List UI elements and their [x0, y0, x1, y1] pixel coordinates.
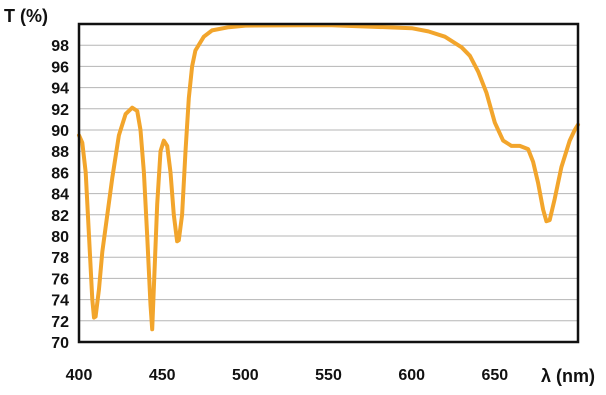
x-axis-title: λ (nm) — [541, 366, 595, 386]
y-tick-label-88: 88 — [51, 144, 69, 161]
y-tick-label-72: 72 — [51, 314, 69, 331]
plot-frame — [77, 22, 580, 344]
plot-border — [77, 22, 580, 344]
y-tick-label-82: 82 — [51, 208, 69, 225]
y-tick-label-80: 80 — [51, 229, 69, 246]
gridlines — [79, 44, 578, 322]
x-tick-labels: 400 450 500 550 600 650 — [66, 367, 509, 384]
series-layer — [77, 23, 580, 332]
y-tick-label-92: 92 — [51, 102, 69, 119]
y-tick-label-78: 78 — [51, 250, 69, 267]
y-axis-title: T (%) — [4, 6, 48, 26]
y-tick-labels: 70 72 74 76 78 80 82 84 86 88 90 92 94 96 98 — [51, 38, 69, 352]
y-tick-label-98: 98 — [51, 38, 69, 55]
y-tick-label-96: 96 — [51, 59, 69, 76]
y-tick-label-94: 94 — [51, 81, 69, 98]
x-tick-label-500: 500 — [232, 367, 259, 384]
x-tick-label-600: 600 — [398, 367, 425, 384]
x-tick-label-650: 650 — [481, 367, 508, 384]
y-tick-label-70: 70 — [51, 335, 69, 352]
x-tick-label-400: 400 — [66, 367, 93, 384]
y-tick-label-84: 84 — [51, 187, 69, 204]
y-tick-label-90: 90 — [51, 123, 69, 140]
y-tick-label-74: 74 — [51, 293, 69, 310]
series-line-0 — [77, 23, 580, 332]
y-tick-label-86: 86 — [51, 165, 69, 182]
x-tick-label-550: 550 — [315, 367, 342, 384]
x-tick-label-450: 450 — [149, 367, 176, 384]
y-tick-label-76: 76 — [51, 271, 69, 288]
